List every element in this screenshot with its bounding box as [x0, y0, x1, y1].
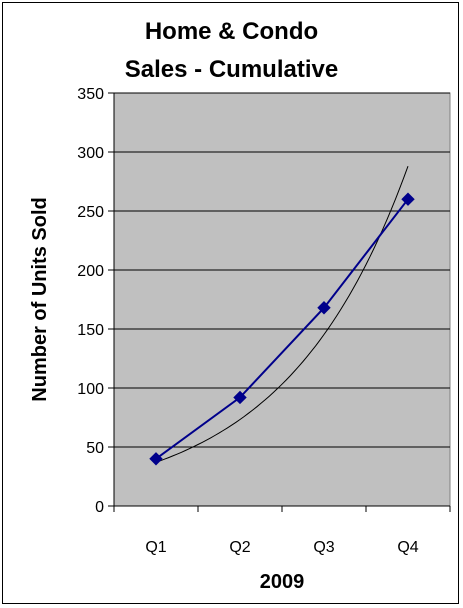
trendline — [155, 166, 409, 463]
data-point — [149, 452, 163, 466]
y-tick-label: 0 — [95, 499, 104, 516]
x-tick-label: Q2 — [229, 539, 250, 556]
y-axis-label: Number of Units Sold — [29, 197, 51, 401]
y-tick-label: 300 — [77, 145, 104, 162]
data-point — [233, 390, 247, 405]
plot-area — [113, 92, 451, 507]
x-tick-label: Q1 — [145, 539, 166, 556]
y-tick-label: 250 — [77, 204, 104, 221]
x-axis-label: 2009 — [260, 571, 305, 593]
y-tick-label: 200 — [77, 263, 104, 280]
x-tick-label: Q4 — [397, 539, 418, 556]
data-point — [317, 301, 331, 315]
y-tick-label: 50 — [86, 440, 104, 457]
chart-title-line-2: Sales - Cumulative — [124, 56, 339, 83]
y-tick-label: 150 — [77, 322, 104, 339]
y-tick-label: 350 — [77, 86, 104, 103]
chart-title-line-1: Home & Condo — [144, 18, 319, 45]
series-line — [155, 198, 409, 460]
x-tick-label: Q3 — [313, 539, 334, 556]
data-point — [401, 192, 415, 206]
y-tick-label: 100 — [77, 381, 104, 398]
